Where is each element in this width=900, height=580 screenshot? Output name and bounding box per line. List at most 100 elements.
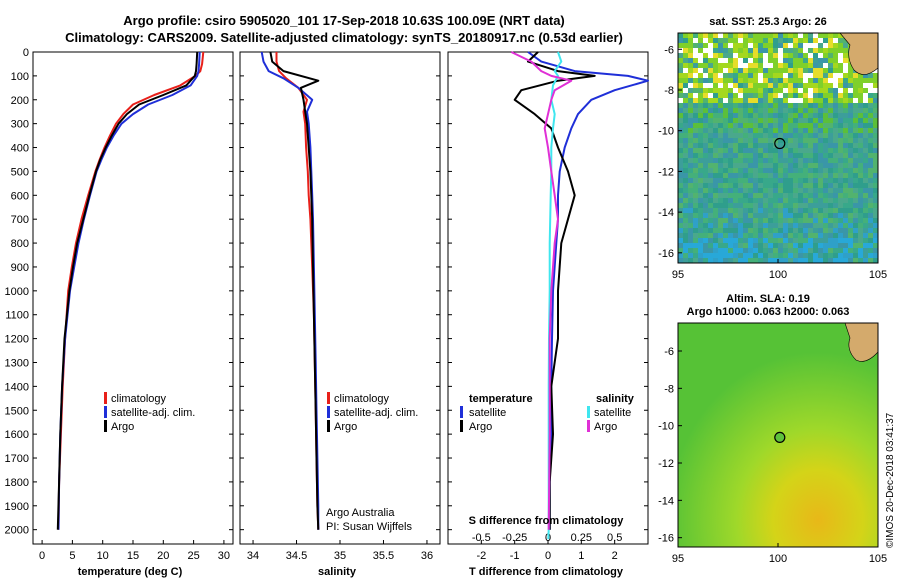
sst-cell xyxy=(678,158,683,163)
sst-cell xyxy=(708,228,713,233)
sst-cell xyxy=(838,228,843,233)
sst-cell xyxy=(808,223,813,228)
sst-cell xyxy=(853,88,858,93)
sst-cell xyxy=(763,208,768,213)
sst-cell xyxy=(853,178,858,183)
x-tick-label: 35 xyxy=(334,550,346,562)
sst-cell xyxy=(808,118,813,123)
sst-cell xyxy=(823,228,828,233)
sst-cell xyxy=(868,158,873,163)
sst-cell xyxy=(678,103,683,108)
sst-cell xyxy=(823,198,828,203)
sst-cell xyxy=(848,233,853,238)
sst-cell xyxy=(723,203,728,208)
sst-cell xyxy=(803,83,808,88)
sst-cell xyxy=(698,158,703,163)
sst-cell xyxy=(688,143,693,148)
sst-cell xyxy=(868,113,873,118)
sst-cell xyxy=(718,148,723,153)
sst-cell xyxy=(848,208,853,213)
sst-cell xyxy=(728,183,733,188)
sst-cell xyxy=(738,143,743,148)
sst-cell xyxy=(758,153,763,158)
sst-cell xyxy=(778,113,783,118)
sst-cell xyxy=(833,158,838,163)
y-tick-label: 800 xyxy=(11,238,29,250)
sst-cell xyxy=(798,248,803,253)
sst-cell xyxy=(858,178,863,183)
sst-cell xyxy=(703,233,708,238)
legend-title-salinity: salinity xyxy=(596,393,635,405)
sst-cell xyxy=(778,73,783,78)
sst-cell xyxy=(708,63,713,68)
sst-cell xyxy=(743,73,748,78)
sst-cell xyxy=(743,98,748,103)
sst-cell xyxy=(828,248,833,253)
sst-cell xyxy=(788,178,793,183)
sst-cell xyxy=(738,43,743,48)
sst-cell xyxy=(678,38,683,43)
sst-cell xyxy=(828,118,833,123)
sst-cell xyxy=(683,148,688,153)
sst-cell xyxy=(748,158,753,163)
sst-cell xyxy=(763,178,768,183)
sst-cell xyxy=(813,138,818,143)
sst-cell xyxy=(783,168,788,173)
sst-cell xyxy=(793,253,798,258)
sst-cell xyxy=(763,163,768,168)
sst-cell xyxy=(828,213,833,218)
sst-cell xyxy=(833,83,838,88)
sst-cell xyxy=(868,198,873,203)
sst-cell xyxy=(843,158,848,163)
sst-cell xyxy=(813,153,818,158)
sst-cell xyxy=(833,228,838,233)
sst-cell xyxy=(768,103,773,108)
sst-cell xyxy=(738,38,743,43)
sst-cell xyxy=(818,213,823,218)
sst-cell xyxy=(703,68,708,73)
sst-cell xyxy=(713,178,718,183)
sst-cell xyxy=(693,108,698,113)
sst-cell xyxy=(748,33,753,38)
sst-cell xyxy=(698,153,703,158)
sst-cell xyxy=(758,143,763,148)
sst-cell xyxy=(753,128,758,133)
sst-cell xyxy=(778,173,783,178)
sst-cell xyxy=(788,38,793,43)
sst-cell xyxy=(743,108,748,113)
salinity-lines xyxy=(260,51,320,530)
sst-cell xyxy=(703,208,708,213)
sst-cell xyxy=(698,93,703,98)
sst-cell xyxy=(758,98,763,103)
sst-cell xyxy=(763,253,768,258)
sst-cell xyxy=(818,118,823,123)
sst-cell xyxy=(733,143,738,148)
sst-cell xyxy=(793,138,798,143)
sst-cell xyxy=(843,183,848,188)
sst-cell xyxy=(833,193,838,198)
sst-cell xyxy=(828,83,833,88)
sst-cell xyxy=(808,103,813,108)
sst-cell xyxy=(713,223,718,228)
sst-cell xyxy=(838,63,843,68)
sst-cell xyxy=(828,243,833,248)
sst-cell xyxy=(718,38,723,43)
s-tick-label: 0.25 xyxy=(571,532,592,544)
sst-cell xyxy=(728,153,733,158)
sst-cell xyxy=(768,113,773,118)
sst-cell xyxy=(678,203,683,208)
sst-cell xyxy=(693,193,698,198)
sst-cell xyxy=(838,188,843,193)
sst-cell xyxy=(773,63,778,68)
sst-cell xyxy=(863,158,868,163)
sst-cell xyxy=(723,208,728,213)
sst-cell xyxy=(798,78,803,83)
sst-cell xyxy=(718,248,723,253)
sst-cell xyxy=(733,113,738,118)
sst-cell xyxy=(768,133,773,138)
sst-cell xyxy=(773,258,778,263)
sst-cell xyxy=(798,193,803,198)
sst-cell xyxy=(683,153,688,158)
sst-cell xyxy=(723,233,728,238)
sst-cell xyxy=(718,68,723,73)
